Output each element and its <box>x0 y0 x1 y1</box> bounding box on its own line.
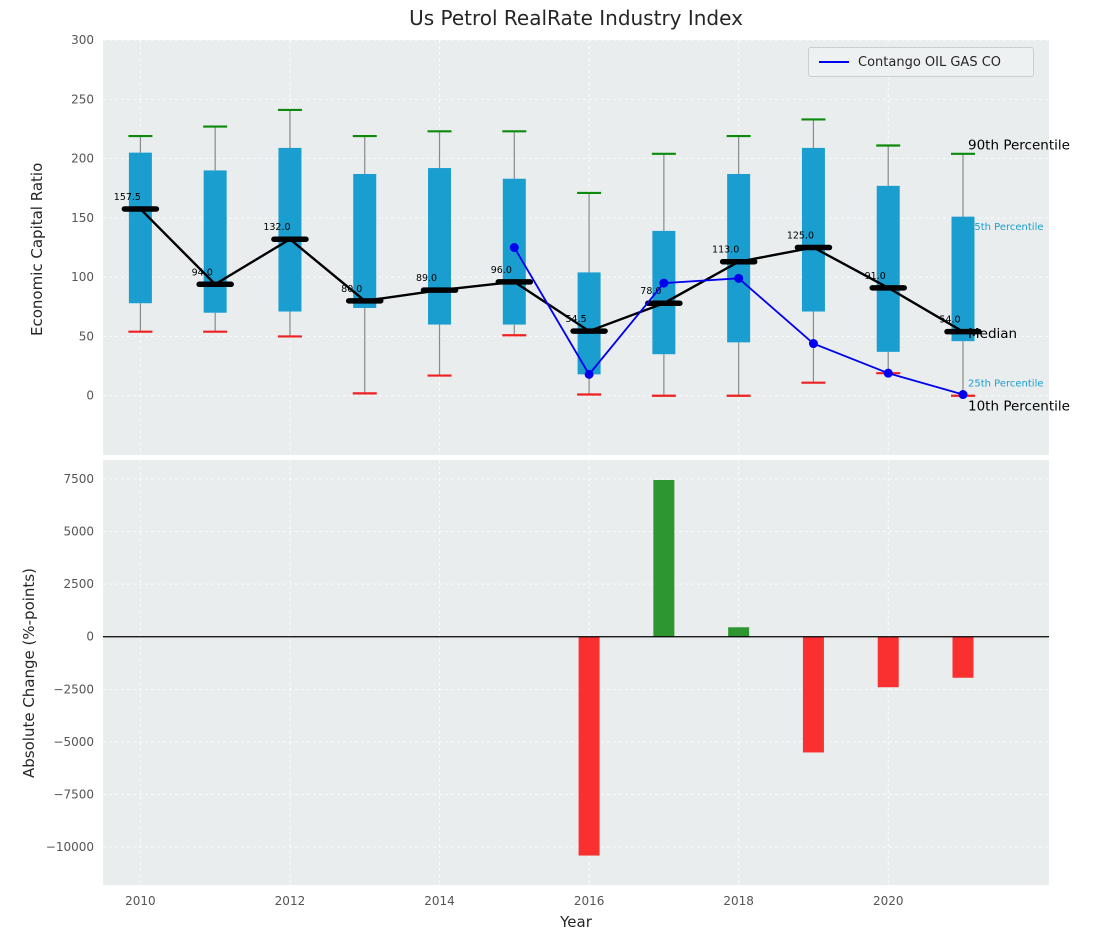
y-axis-label-bottom: Absolute Change (%-points) <box>20 568 38 778</box>
percentile-box <box>278 147 302 312</box>
y-tick-label: −5000 <box>53 735 94 749</box>
percentile-box <box>353 173 377 308</box>
company-point <box>584 369 594 379</box>
median-value-label: 113.0 <box>712 245 739 256</box>
percentile-box <box>876 185 900 352</box>
percentile-box <box>128 152 152 304</box>
percentile-box <box>428 168 452 325</box>
percentile-box <box>203 170 227 313</box>
median-value-label: 157.5 <box>114 192 141 203</box>
y-axis-label-top: Economic Capital Ratio <box>28 162 46 336</box>
median-value-label: 78.0 <box>640 286 661 297</box>
y-tick-label: 7500 <box>63 472 94 486</box>
bottom-panel-background <box>103 460 1049 885</box>
percentile-annotation: 10th Percentile <box>968 398 1070 414</box>
x-tick-label: 2020 <box>873 894 904 908</box>
percentile-box <box>727 173 751 343</box>
bar-positive <box>728 627 750 637</box>
percentile-annotation: 90th Percentile <box>968 138 1070 154</box>
percentile-box <box>951 216 975 342</box>
x-tick-label: 2012 <box>275 894 306 908</box>
bar-negative <box>877 636 899 688</box>
y-tick-label: 200 <box>71 152 94 166</box>
chart-title: Us Petrol RealRate Industry Index <box>409 6 743 30</box>
y-tick-label: 2500 <box>63 577 94 591</box>
company-point <box>883 368 893 378</box>
median-value-label: 132.0 <box>263 222 290 233</box>
median-value-label: 125.0 <box>787 231 814 242</box>
y-tick-label: −2500 <box>53 682 94 696</box>
y-tick-label: 0 <box>86 389 94 403</box>
percentile-annotation: Median <box>968 326 1017 342</box>
median-line <box>139 208 964 333</box>
y-tick-label: 100 <box>71 270 94 284</box>
legend-line-icon <box>819 61 849 63</box>
top-panel-background <box>103 40 1049 455</box>
company-point <box>659 278 669 288</box>
x-tick-label: 2014 <box>424 894 455 908</box>
y-tick-label: 150 <box>71 211 94 225</box>
company-point <box>734 273 744 283</box>
median-value-label: 91.0 <box>865 271 886 282</box>
bar-negative <box>802 636 824 753</box>
x-axis-label: Year <box>560 913 592 931</box>
y-tick-label: 0 <box>86 630 94 644</box>
median-value-label: 94.0 <box>192 267 213 278</box>
percentile-annotation: 25th Percentile <box>968 379 1044 390</box>
percentile-box <box>577 272 601 375</box>
bar-positive <box>653 479 675 637</box>
median-value-label: 54.5 <box>566 314 587 325</box>
y-tick-label: 50 <box>79 329 94 343</box>
y-tick-label: 5000 <box>63 525 94 539</box>
x-tick-label: 2010 <box>125 894 156 908</box>
x-tick-label: 2018 <box>723 894 754 908</box>
x-tick-label: 2016 <box>574 894 605 908</box>
median-value-label: 89.0 <box>416 273 437 284</box>
y-tick-label: −10000 <box>46 840 94 854</box>
company-point <box>509 243 519 252</box>
y-tick-label: 300 <box>71 33 94 47</box>
legend: Contango OIL GAS CO <box>808 47 1034 77</box>
bar-negative <box>952 636 974 678</box>
y-tick-label: −7500 <box>53 788 94 802</box>
percentile-annotation: 75th Percentile <box>968 222 1044 233</box>
legend-label: Contango OIL GAS CO <box>858 54 1002 70</box>
y-tick-label: 250 <box>71 92 94 106</box>
median-value-label: 80.0 <box>341 284 362 295</box>
company-point <box>808 339 818 349</box>
company-point <box>958 390 968 400</box>
bar-negative <box>578 636 600 856</box>
percentile-box <box>801 147 825 312</box>
median-value-label: 96.0 <box>491 265 512 276</box>
percentile-box <box>652 230 676 355</box>
median-value-label: 54.0 <box>939 315 960 326</box>
